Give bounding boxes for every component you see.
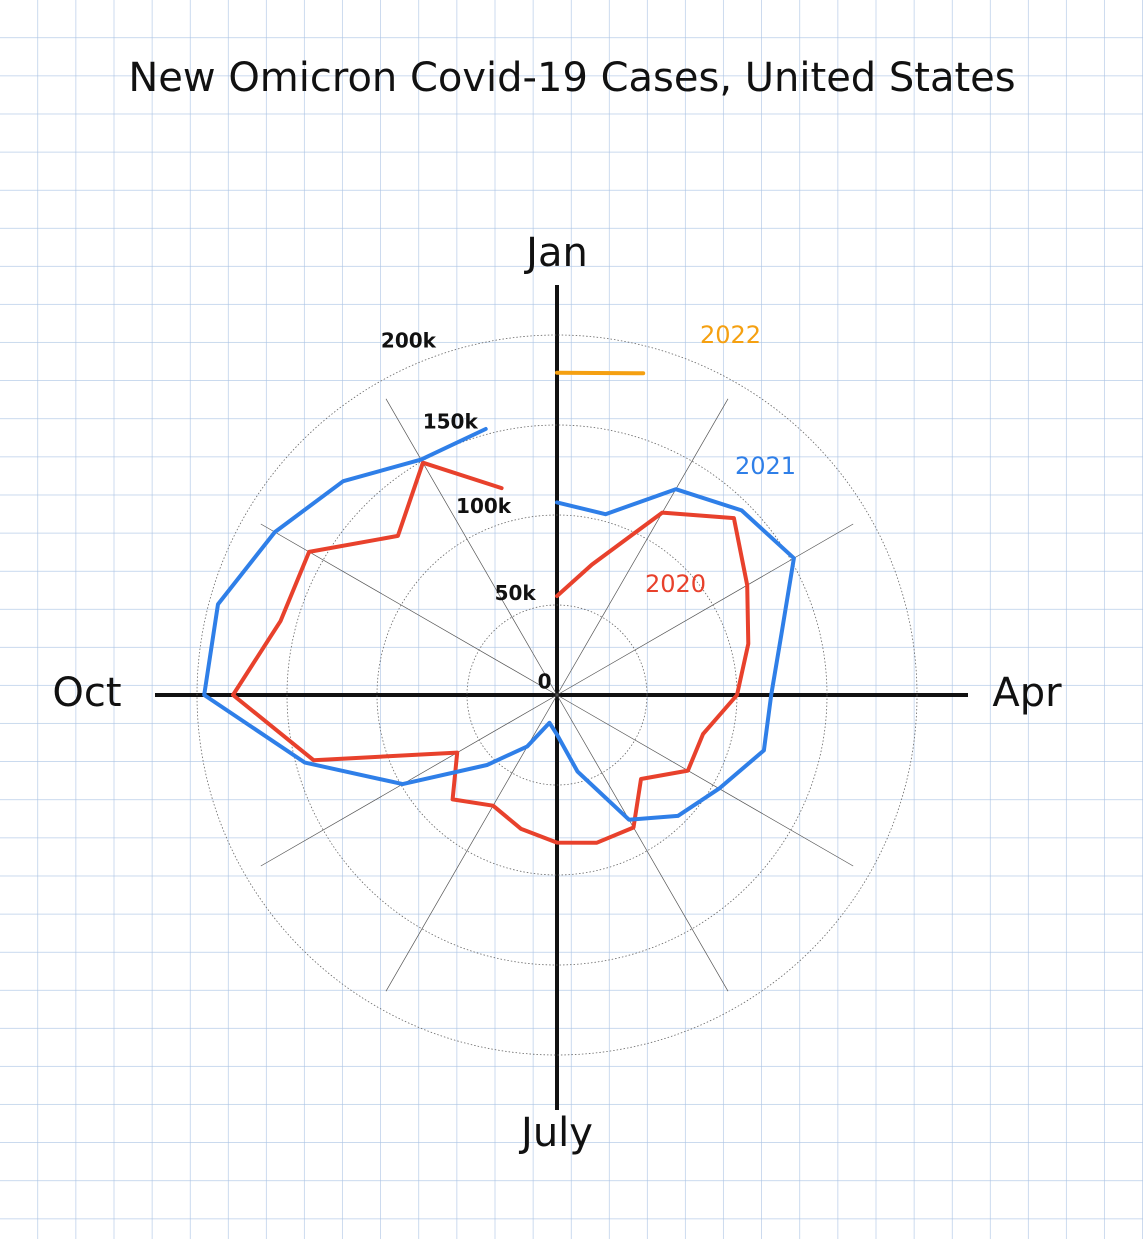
grid-ring bbox=[466, 604, 648, 786]
spoke bbox=[556, 398, 729, 696]
category-label: Jan bbox=[523, 230, 588, 276]
r-tick-label: 50k bbox=[495, 581, 537, 605]
chart-title: New Omicron Covid-19 Cases, United State… bbox=[128, 55, 1015, 101]
series-line bbox=[231, 460, 751, 845]
series-label: 2021 bbox=[735, 452, 796, 480]
r-tick-label: 200k bbox=[381, 328, 437, 352]
r-tick-label: 0 bbox=[538, 670, 552, 694]
series-line bbox=[555, 370, 646, 376]
spoke bbox=[260, 694, 558, 867]
series-label: 2020 bbox=[645, 570, 706, 598]
r-tick-label: 150k bbox=[423, 410, 479, 434]
grid-ring bbox=[286, 424, 828, 966]
spoke bbox=[556, 694, 729, 992]
r-tick-label: 100k bbox=[456, 494, 512, 518]
polar-grid: 0 50k 100k 150k 200k Jan Apr July Oct bbox=[52, 230, 1062, 1156]
plot-area: 2020 2021 2022 bbox=[202, 321, 796, 845]
category-label: Apr bbox=[992, 670, 1062, 716]
spoke bbox=[385, 398, 558, 696]
series-line bbox=[202, 427, 796, 822]
spoke bbox=[556, 523, 854, 696]
category-label: July bbox=[518, 1110, 593, 1156]
grid-ring bbox=[196, 334, 918, 1056]
category-label: Oct bbox=[52, 670, 121, 716]
series-label: 2022 bbox=[700, 321, 761, 349]
spoke bbox=[556, 694, 854, 867]
